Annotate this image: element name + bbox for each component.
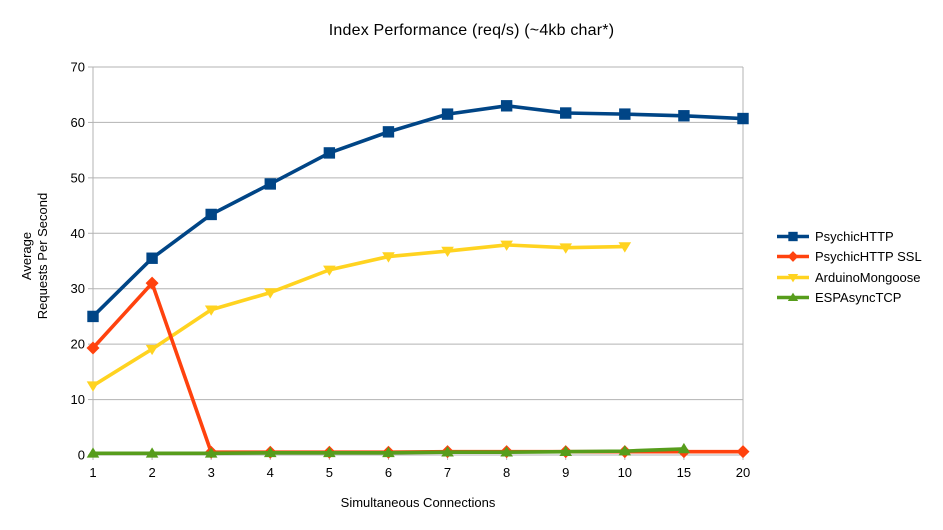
y-tick-label: 20 [71,337,85,352]
y-tick-label: 10 [71,392,85,407]
legend-label-arduinomongoose: ArduinoMongoose [815,269,921,285]
marker-triangle-down [145,344,159,356]
y-tick-label: 70 [71,60,85,75]
y-tick-label: 50 [71,170,85,185]
legend-item-arduinomongoose: ArduinoMongoose [776,267,922,288]
series-arduinomongoose [86,240,632,392]
marker-square [441,108,454,120]
y-tick-label: 30 [71,281,85,296]
marker-triangle-down [323,265,336,276]
x-tick-label: 8 [503,465,510,480]
x-tick-label: 7 [444,465,451,480]
marker-square [146,252,158,264]
marker-triangle-down [382,252,395,263]
marker-diamond [787,251,799,263]
legend-label-espasynctcp: ESPAsyncTCP [815,290,902,306]
legend-marker-espasynctcp [777,292,809,302]
y-grid: 0 10 20 30 40 50 60 70 [71,60,743,463]
marker-square [87,310,99,323]
series-line [91,281,743,455]
series-psychichttp [87,100,749,323]
legend: PsychicHTTP PsychicHTTP SSL ArduinoMongoos… [776,226,922,308]
y-tick-label: 40 [71,226,85,241]
marker-triangle-down [559,243,573,254]
marker-triangle-down [204,305,218,316]
marker-diamond [86,341,100,355]
marker-square [560,107,572,119]
series-espasynctcp [86,442,691,458]
marker-triangle-down [618,242,632,253]
marker-square [737,112,749,125]
marker-diamond [736,445,750,459]
marker-triangle-down [86,381,100,392]
x-tick-label: 5 [326,465,333,480]
legend-item-psychichttp: PsychicHTTP [776,226,922,247]
legend-marker-psychichttp-ssl [777,251,809,263]
marker-square [500,100,513,112]
legend-item-espasynctcp: ESPAsyncTCP [776,288,922,309]
marker-square [323,147,336,159]
x-tick-label: 4 [267,465,274,480]
marker-triangle-up [677,442,691,454]
marker-square [788,231,798,241]
x-tick-label: 15 [677,465,691,480]
x-axis-title: Simultaneous Connections [340,495,496,510]
marker-triangle-up [323,446,336,458]
series-psychichttp-ssl [86,276,750,459]
marker-triangle-up [263,446,277,458]
series-line [92,243,625,388]
marker-triangle-down [500,240,513,251]
marker-triangle-up [145,447,159,458]
marker-triangle-up [382,446,395,458]
x-tick-label: 3 [208,465,215,480]
marker-triangle-up [441,446,454,457]
legend-item-psychichttp-ssl: PsychicHTTP SSL [776,247,922,268]
marker-triangle-up [500,446,513,457]
x-tick-label: 2 [148,465,155,480]
x-tick-label: 6 [385,465,392,480]
marker-square [264,178,276,190]
marker-square [619,108,631,120]
marker-triangle-up [86,447,100,458]
marker-triangle-up [559,445,573,456]
marker-triangle-up [618,445,632,456]
legend-marker-arduinomongoose [777,273,809,283]
x-tick-label: 20 [736,465,750,480]
marker-triangle-up [787,292,799,302]
marker-square [205,208,217,221]
marker-triangle-down [787,273,799,283]
marker-square [382,126,395,138]
marker-square [678,110,690,122]
x-tick-label: 9 [562,465,569,480]
marker-triangle-down [263,288,277,299]
series-line [91,104,744,318]
x-tick-label: 1 [89,465,96,480]
y-tick-label: 0 [78,448,85,463]
legend-label-psychichttp: PsychicHTTP [815,228,894,244]
marker-triangle-down [441,246,454,258]
y-tick-label: 60 [71,115,85,130]
legend-label-psychichttp-ssl: PsychicHTTP SSL [815,249,922,265]
chart-title: Index Performance (req/s) (~4kb char*) [328,22,615,39]
x-tick-label: 10 [618,465,632,480]
legend-marker-psychichttp [777,231,809,241]
x-axis: 1 2 3 4 5 6 7 8 9 10 15 20 [89,455,750,480]
marker-triangle-up [204,447,218,458]
marker-diamond [145,276,159,290]
